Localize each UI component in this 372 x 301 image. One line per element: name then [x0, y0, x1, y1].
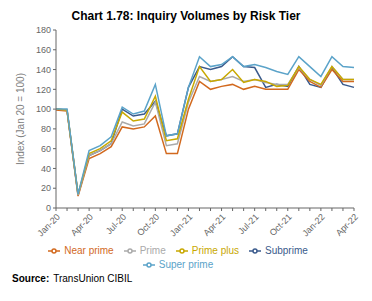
svg-text:Jan-20: Jan-20: [35, 212, 62, 239]
svg-text:180: 180: [36, 25, 51, 35]
svg-text:Jul-20: Jul-20: [104, 212, 128, 236]
html-text:Prime: Prime: [139, 245, 166, 256]
svg-text:Apr-22: Apr-22: [334, 212, 360, 238]
html-text:Chart 1.78: Inquiry Volumes by: Chart 1.78: Inquiry Volumes by Risk Tier: [71, 9, 301, 23]
svg-text:100: 100: [36, 104, 51, 114]
svg-text:Apr-21: Apr-21: [201, 212, 227, 238]
svg-text:Jan-21: Jan-21: [168, 212, 195, 239]
svg-text:40: 40: [41, 164, 51, 174]
html-text:Near prime: Near prime: [64, 245, 114, 256]
svg-text:Jul-21: Jul-21: [236, 212, 260, 236]
html-text:Source: TransUnion CIBIL: Source: TransUnion CIBIL: [12, 273, 133, 284]
svg-text:20: 20: [41, 183, 51, 193]
svg-text:120: 120: [36, 85, 51, 95]
svg-text:Jan-22: Jan-22: [300, 212, 327, 239]
svg-text:80: 80: [41, 124, 51, 134]
svg-text:Index (Jan 20 = 100): Index (Jan 20 = 100): [15, 73, 26, 165]
svg-text:0: 0: [46, 203, 51, 213]
svg-text:140: 140: [36, 65, 51, 75]
html-text:Super prime: Super prime: [158, 259, 214, 270]
svg-text:60: 60: [41, 144, 51, 154]
html-text:Prime plus: Prime plus: [191, 245, 239, 256]
html-text:Subprime: Subprime: [265, 245, 308, 256]
svg-text:Oct-21: Oct-21: [268, 212, 294, 238]
svg-text:160: 160: [36, 45, 51, 55]
svg-text:Apr-20: Apr-20: [69, 212, 95, 238]
svg-text:Oct-20: Oct-20: [135, 212, 161, 238]
